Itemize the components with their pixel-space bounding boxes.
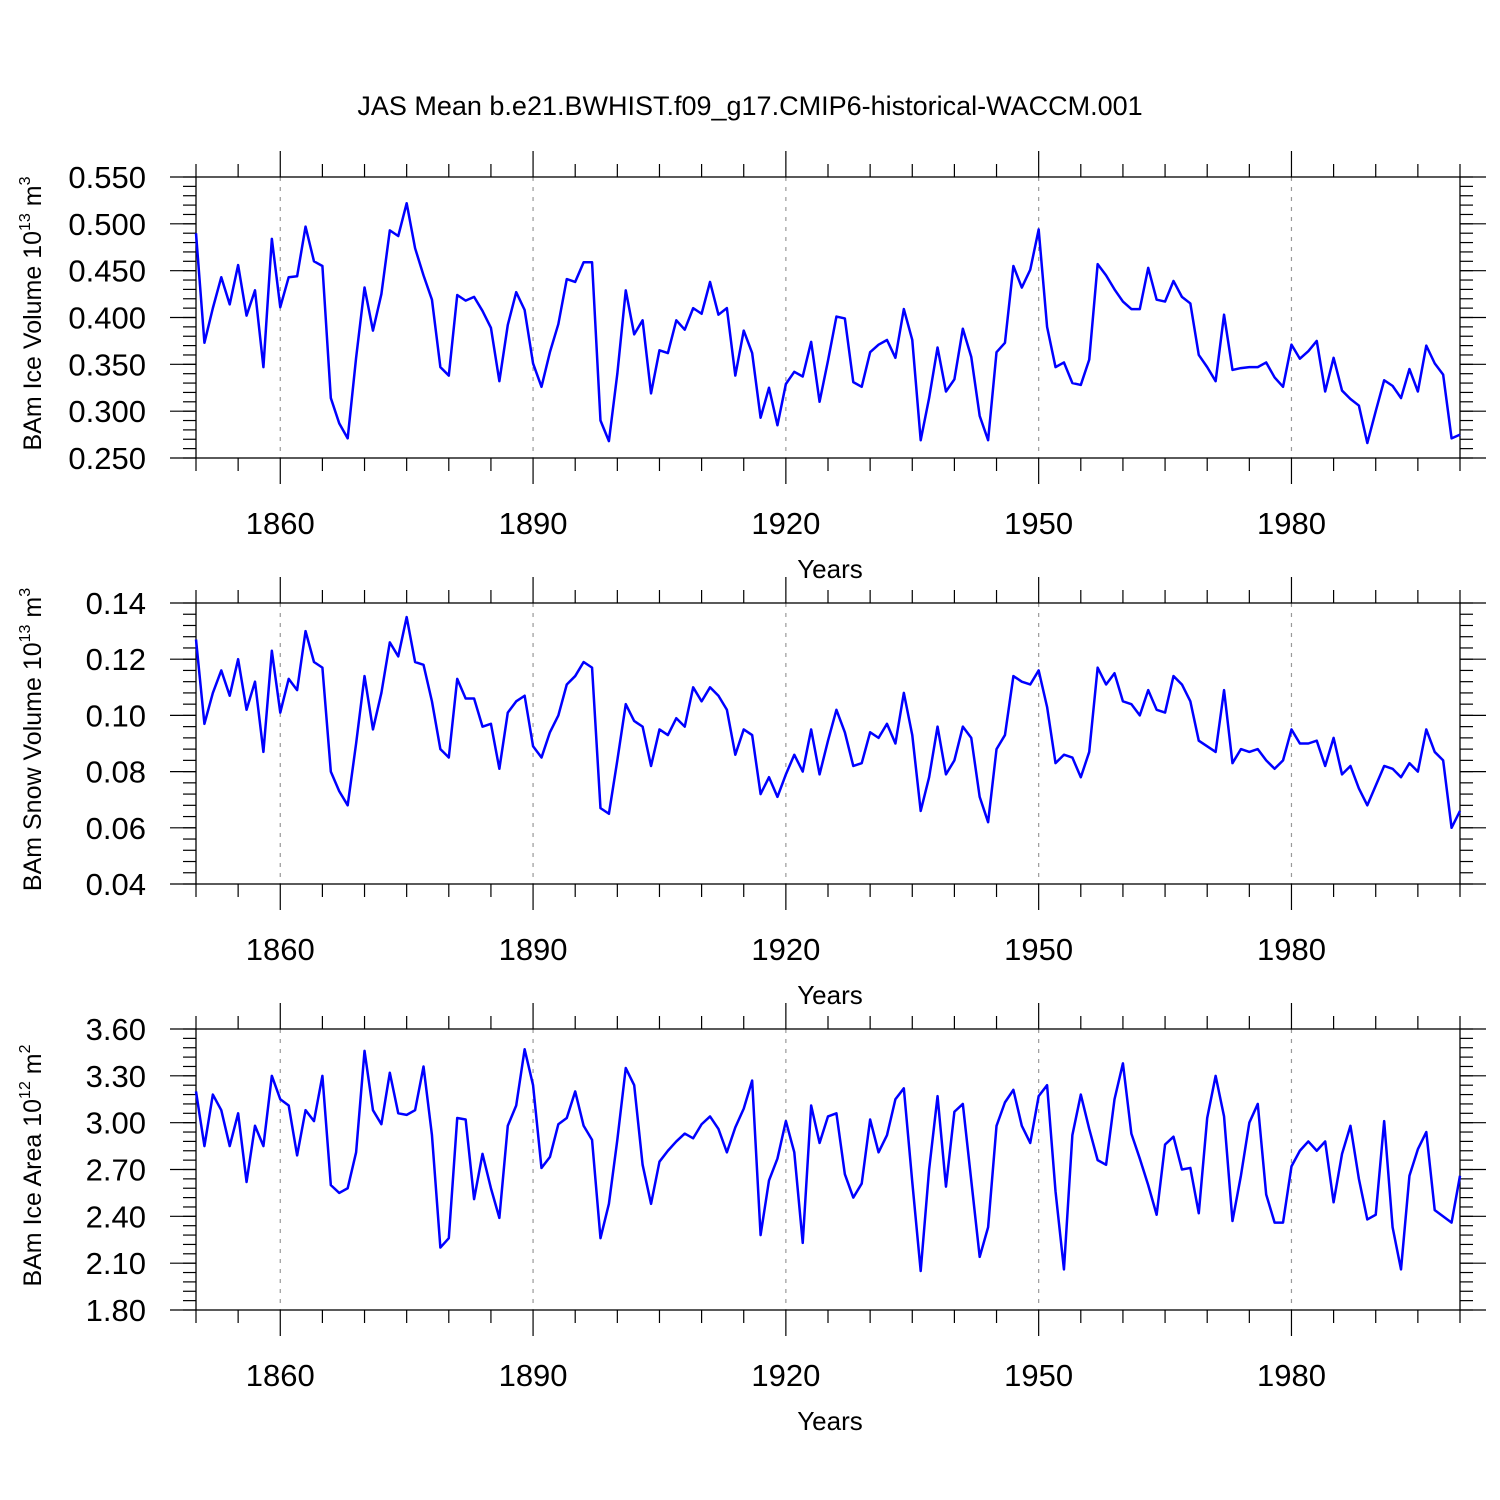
y-axis-label: BAm Ice Volume 1013 m3 <box>17 176 47 450</box>
figure-title: JAS Mean b.e21.BWHIST.f09_g17.CMIP6-hist… <box>357 91 1142 121</box>
y-tick-label: 0.08 <box>86 755 146 790</box>
y-tick-label: 2.40 <box>86 1199 146 1234</box>
x-tick-label: 1950 <box>1004 932 1073 967</box>
x-tick-label: 1920 <box>751 506 820 541</box>
y-tick-label: 0.04 <box>86 867 146 902</box>
y-tick-label: 3.00 <box>86 1106 146 1141</box>
y-tick-label: 0.400 <box>68 301 146 336</box>
series-line <box>194 201 1461 445</box>
y-tick-label: 2.10 <box>86 1246 146 1281</box>
x-axis-label: Years <box>797 980 863 1010</box>
y-tick-label: 3.60 <box>86 1012 146 1047</box>
x-axis-label: Years <box>797 1406 863 1436</box>
x-tick-label: 1920 <box>751 1358 820 1393</box>
x-tick-label: 1890 <box>499 932 568 967</box>
y-tick-label: 0.12 <box>86 642 146 677</box>
x-tick-label: 1860 <box>246 932 315 967</box>
x-tick-label: 1890 <box>499 506 568 541</box>
x-tick-label: 1980 <box>1257 932 1326 967</box>
panel-1: 0.250 0.300 0.350 0.400 0.450 0.500 0.550 1860 1… <box>17 151 1486 584</box>
x-tick-label: 1980 <box>1257 1358 1326 1393</box>
y-tick-label: 3.30 <box>86 1059 146 1094</box>
x-tick-label: 1860 <box>246 506 315 541</box>
y-tick-label: 2.70 <box>86 1153 146 1188</box>
y-tick-label: 0.300 <box>68 394 146 429</box>
y-tick-label: 1.80 <box>86 1293 146 1328</box>
panel-2: 0.04 0.06 0.08 0.10 0.12 0.14 1860 1890 1920 1950… <box>17 577 1486 1010</box>
y-tick-label: 0.10 <box>86 698 146 733</box>
y-axis-label: BAm Ice Area 1012 m2 <box>17 1044 47 1286</box>
y-tick-label: 0.450 <box>68 254 146 289</box>
series-line <box>194 1048 1462 1273</box>
y-tick-label: 0.550 <box>68 160 146 195</box>
plot-frame <box>195 1028 1461 1311</box>
y-tick-label: 0.14 <box>86 586 146 621</box>
y-axis-label: BAm Snow Volume 1013 m3 <box>17 588 47 891</box>
x-tick-label: 1950 <box>1004 506 1073 541</box>
y-tick-label: 0.06 <box>86 811 146 846</box>
y-tick-label: 0.500 <box>68 207 146 242</box>
x-axis-label: Years <box>797 554 863 584</box>
x-tick-label: 1950 <box>1004 1358 1073 1393</box>
series-line <box>194 615 1462 830</box>
x-tick-label: 1980 <box>1257 506 1326 541</box>
plot-frame <box>195 176 1461 459</box>
y-tick-label: 0.250 <box>68 441 146 476</box>
x-tick-label: 1890 <box>499 1358 568 1393</box>
panel-3: 1.80 2.10 2.40 2.70 3.00 3.30 3.60 1860 1890 1920… <box>17 1003 1486 1436</box>
x-tick-label: 1860 <box>246 1358 315 1393</box>
x-tick-label: 1920 <box>751 932 820 967</box>
y-tick-label: 0.350 <box>68 347 146 382</box>
